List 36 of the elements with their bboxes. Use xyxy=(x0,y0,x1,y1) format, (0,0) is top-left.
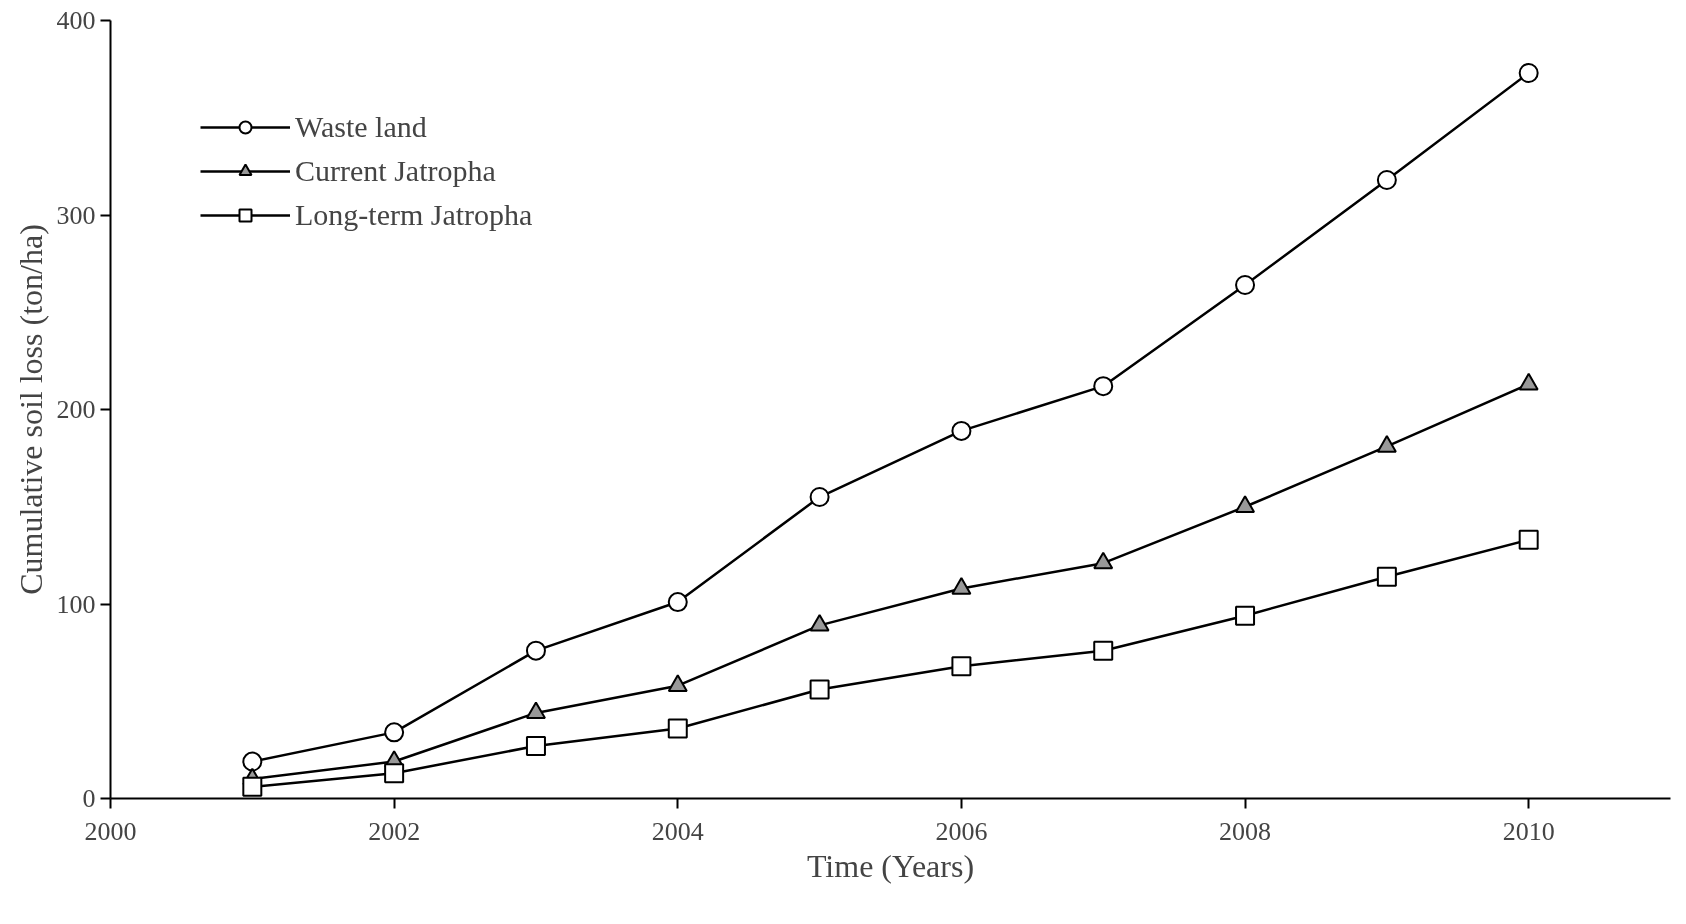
point xyxy=(1235,275,1256,295)
legend-label: Current Jatropha xyxy=(295,154,496,188)
y-tick-label: 300 xyxy=(56,200,96,230)
point xyxy=(1376,566,1397,587)
point xyxy=(384,763,405,784)
point xyxy=(1093,640,1114,661)
x-tick-label: 2010 xyxy=(1502,816,1555,846)
legend-label: Waste land xyxy=(295,110,427,144)
point xyxy=(667,718,688,739)
y-axis-title: Cumulative soil loss (ton/ha) xyxy=(12,224,49,595)
point xyxy=(1235,605,1256,626)
x-axis-title: Time (Years) xyxy=(806,847,975,884)
x-tick-label: 2002 xyxy=(368,816,421,846)
point xyxy=(1093,376,1114,397)
y-tick-label: 0 xyxy=(82,784,96,813)
point xyxy=(951,656,972,677)
point xyxy=(242,776,263,797)
point xyxy=(384,722,405,743)
y-tick-label: 100 xyxy=(56,589,96,619)
x-tick-label: 2008 xyxy=(1219,816,1272,846)
point xyxy=(1376,170,1397,190)
point xyxy=(1518,529,1539,550)
x-tick-label: 2004 xyxy=(651,816,704,846)
x-tick-label: 2006 xyxy=(935,816,988,846)
point xyxy=(525,640,546,661)
y-tick-label: 400 xyxy=(56,6,96,35)
point xyxy=(242,751,263,772)
point xyxy=(951,420,972,441)
point xyxy=(1518,63,1539,83)
point xyxy=(525,735,546,756)
y-tick-label: 200 xyxy=(56,395,96,424)
legend-label: Long-term Jatropha xyxy=(295,198,533,232)
x-tick-label: 2000 xyxy=(84,816,137,846)
point xyxy=(809,487,830,508)
point xyxy=(667,592,688,613)
point xyxy=(809,679,830,700)
